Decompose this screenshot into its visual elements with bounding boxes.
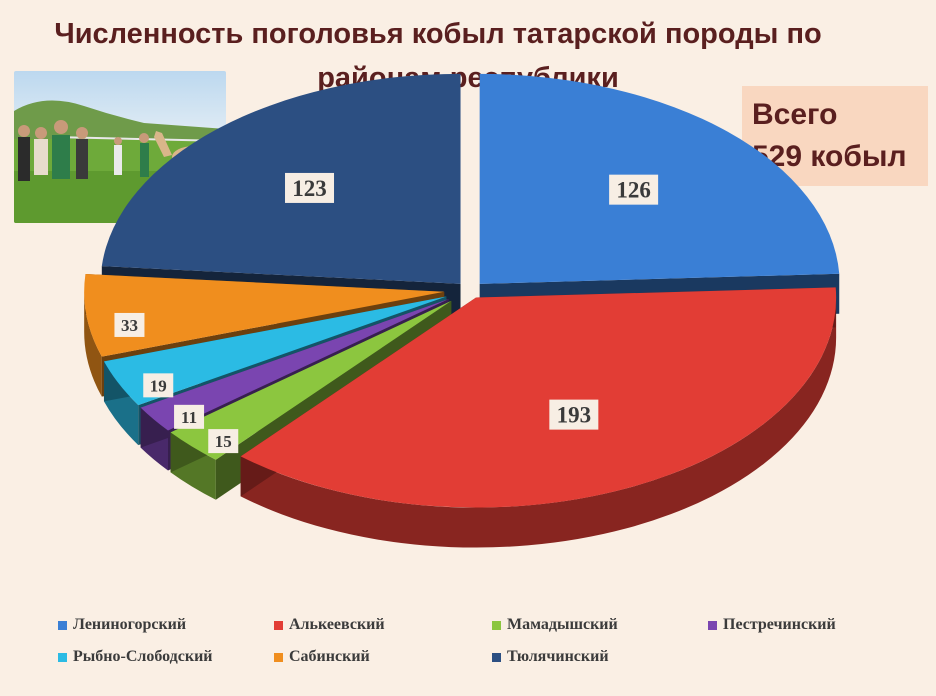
legend-item-лениногорский: Лениногорский: [58, 616, 186, 634]
data-label-тюлячинский-bg: [285, 172, 335, 203]
data-label-мамадышский: 15: [215, 432, 232, 451]
legend-item-алькеевский: Алькеевский: [274, 616, 385, 634]
legend-swatch: [274, 620, 283, 630]
legend-label: Мамадышский: [507, 616, 618, 633]
legend-swatch: [492, 620, 501, 630]
legend-item-мамадышский: Мамадышский: [492, 616, 618, 634]
data-label-лениногорский-bg: [609, 174, 659, 205]
slice-лениногорский: [479, 73, 840, 284]
data-label-мамадышский-bg: [208, 429, 239, 454]
legend-label: Лениногорский: [73, 616, 187, 633]
legend-item-пестречинский: Пестречинский: [708, 616, 836, 634]
data-label-пестречинский: 11: [181, 408, 197, 427]
legend-swatch: [492, 652, 501, 662]
total-label: Всего: [752, 98, 838, 131]
legend-item-рыбно-слободский: Рыбно-Слободский: [58, 648, 213, 666]
title-line-1: Численность поголовья кобыл татарской по…: [54, 18, 822, 50]
legend-label: Пестречинский: [723, 616, 836, 633]
slice-мамадышский: [170, 300, 452, 460]
data-label-рыбно-слободский-bg: [143, 373, 174, 398]
data-label-алькеевский-bg: [549, 399, 599, 430]
slice-алькеевский-side: [240, 297, 837, 548]
data-label-тюлячинский: 123: [292, 176, 327, 201]
data-label-пестречинский-bg: [174, 404, 205, 429]
data-label-рыбно-слободский: 19: [150, 376, 167, 395]
data-label-алькеевский: 193: [557, 403, 592, 428]
legend-label: Сабинский: [289, 648, 370, 665]
people-figures: [18, 120, 149, 181]
legend-label: Рыбно-Слободский: [73, 648, 213, 665]
legend-item-тюлячинский: Тюлячинский: [492, 648, 609, 666]
legend-swatch: [274, 652, 283, 662]
slice-сабинский: [84, 274, 445, 357]
data-label-сабинский-bg: [114, 312, 145, 337]
data-label-сабинский: 33: [121, 316, 138, 335]
slice-пестречинский: [140, 298, 449, 431]
data-label-лениногорский: 126: [616, 178, 651, 203]
legend-label: Алькеевский: [289, 616, 385, 633]
legend-item-сабинский: Сабинский: [274, 648, 370, 666]
slice-сабинский-side: [84, 291, 102, 397]
slice-тюлячинский: [101, 73, 461, 284]
chart-title: Численность поголовья кобыл татарской по…: [0, 12, 936, 100]
legend-label: Тюлячинский: [507, 648, 609, 665]
slice-рыбно-слободский: [103, 296, 447, 406]
legend-swatch: [708, 620, 717, 630]
legend-swatch: [58, 652, 67, 662]
legend-swatch: [58, 620, 67, 630]
slice-алькеевский: [240, 287, 837, 508]
